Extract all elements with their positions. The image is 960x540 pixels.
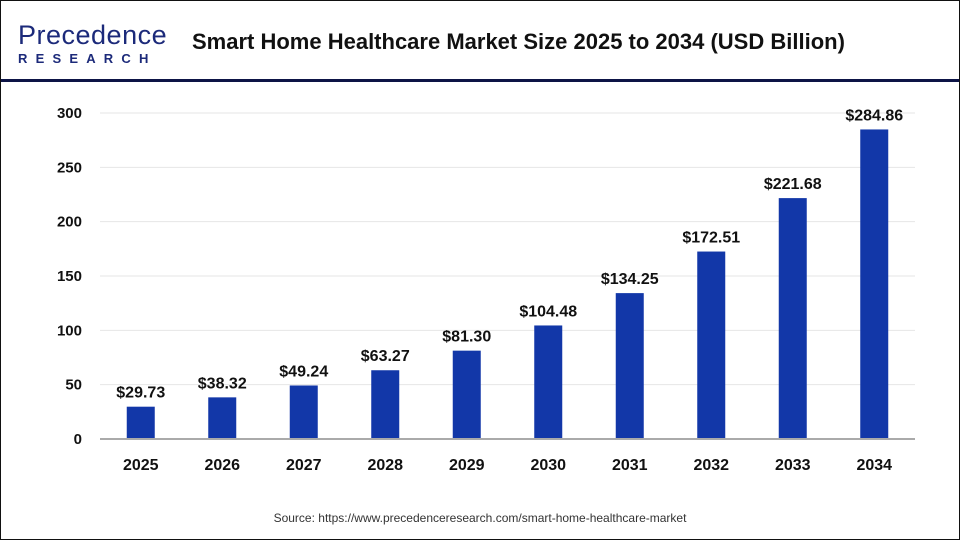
bar-2025	[126, 406, 155, 439]
logo-subtitle: RESEARCH	[18, 51, 157, 66]
x-tick-label: 2027	[286, 457, 322, 474]
x-tick-label: 2031	[612, 457, 648, 474]
y-tick-label: 150	[57, 268, 82, 285]
bar-2030	[534, 325, 563, 439]
data-label: $134.25	[601, 271, 659, 288]
bar-2034	[860, 129, 889, 439]
y-tick-label: 0	[74, 431, 82, 448]
source-note: Source: https://www.precedenceresearch.c…	[273, 511, 687, 525]
bar-2026	[208, 397, 237, 439]
data-label: $63.27	[361, 348, 410, 365]
y-tick-label: 50	[65, 377, 82, 394]
bar-2031	[615, 293, 644, 439]
x-tick-label: 2025	[123, 457, 159, 474]
y-tick-label: 250	[57, 159, 82, 176]
x-tick-label: 2028	[367, 457, 403, 474]
x-tick-label: 2033	[775, 457, 811, 474]
data-label: $49.24	[279, 363, 328, 380]
x-tick-label: 2029	[449, 457, 485, 474]
data-label: $29.73	[116, 385, 165, 402]
bar-2033	[778, 198, 807, 439]
precedence-research-logo: Precedence RESEARCH	[18, 20, 168, 67]
y-tick-label: 100	[57, 322, 82, 339]
x-tick-label: 2034	[856, 457, 892, 474]
x-tick-label: 2030	[530, 457, 566, 474]
data-label: $221.68	[764, 176, 822, 193]
bar-2027	[289, 385, 318, 439]
bar-2032	[697, 251, 726, 439]
bar-2028	[371, 370, 400, 439]
data-label: $81.30	[442, 329, 491, 346]
data-label: $172.51	[682, 230, 740, 247]
x-tick-label: 2032	[693, 457, 729, 474]
y-tick-label: 300	[57, 105, 82, 122]
y-tick-label: 200	[57, 214, 82, 231]
logo-wordmark: Precedence	[18, 20, 168, 50]
bar-2029	[452, 350, 481, 439]
data-label: $104.48	[519, 303, 577, 320]
header-divider	[1, 79, 959, 82]
data-label: $38.32	[198, 375, 247, 392]
chart-title: Smart Home Healthcare Market Size 2025 t…	[192, 29, 845, 54]
x-tick-label: 2026	[204, 457, 240, 474]
data-label: $284.86	[845, 107, 903, 124]
